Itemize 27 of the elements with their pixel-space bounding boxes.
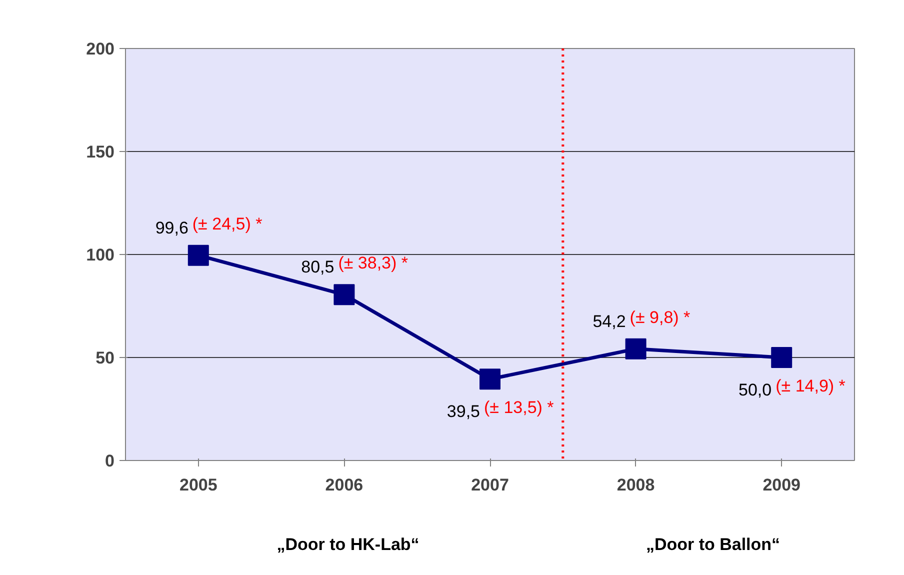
y-tick-label: 200 [86,40,115,58]
point [334,284,355,306]
annotation: (± 24,5) * [192,214,263,234]
x-tick-label: 2005 [179,476,218,494]
point [480,368,500,390]
annotation: (± 38,3) * [338,254,408,273]
y-tick-label: 150 [86,142,115,162]
data-label: 54,2 [592,312,626,331]
text: „Door to HK-Lab“ [276,534,420,556]
text: „Door to Ballon“ [646,534,780,556]
data-label: 50,0 [738,380,772,400]
point [188,244,209,266]
y-tick-label: 0 [105,452,115,470]
point [771,347,792,368]
point [625,338,646,360]
data-label: 39,5 [446,402,480,422]
y-tick-label: 100 [86,246,115,264]
x-tick-label: 2006 [325,476,364,494]
data-label: 80,5 [301,258,334,277]
x-tick-label: 2009 [762,476,801,494]
annotation: (± 14,9) * [776,376,846,396]
x-tick-label: 2007 [471,476,509,494]
data-label: 99,6 [155,218,188,238]
x-tick-label: 2008 [616,476,655,494]
annotation: (± 13,5) * [484,398,554,418]
annotation: (± 9,8) * [630,308,691,327]
y-tick-label: 50 [96,348,115,368]
